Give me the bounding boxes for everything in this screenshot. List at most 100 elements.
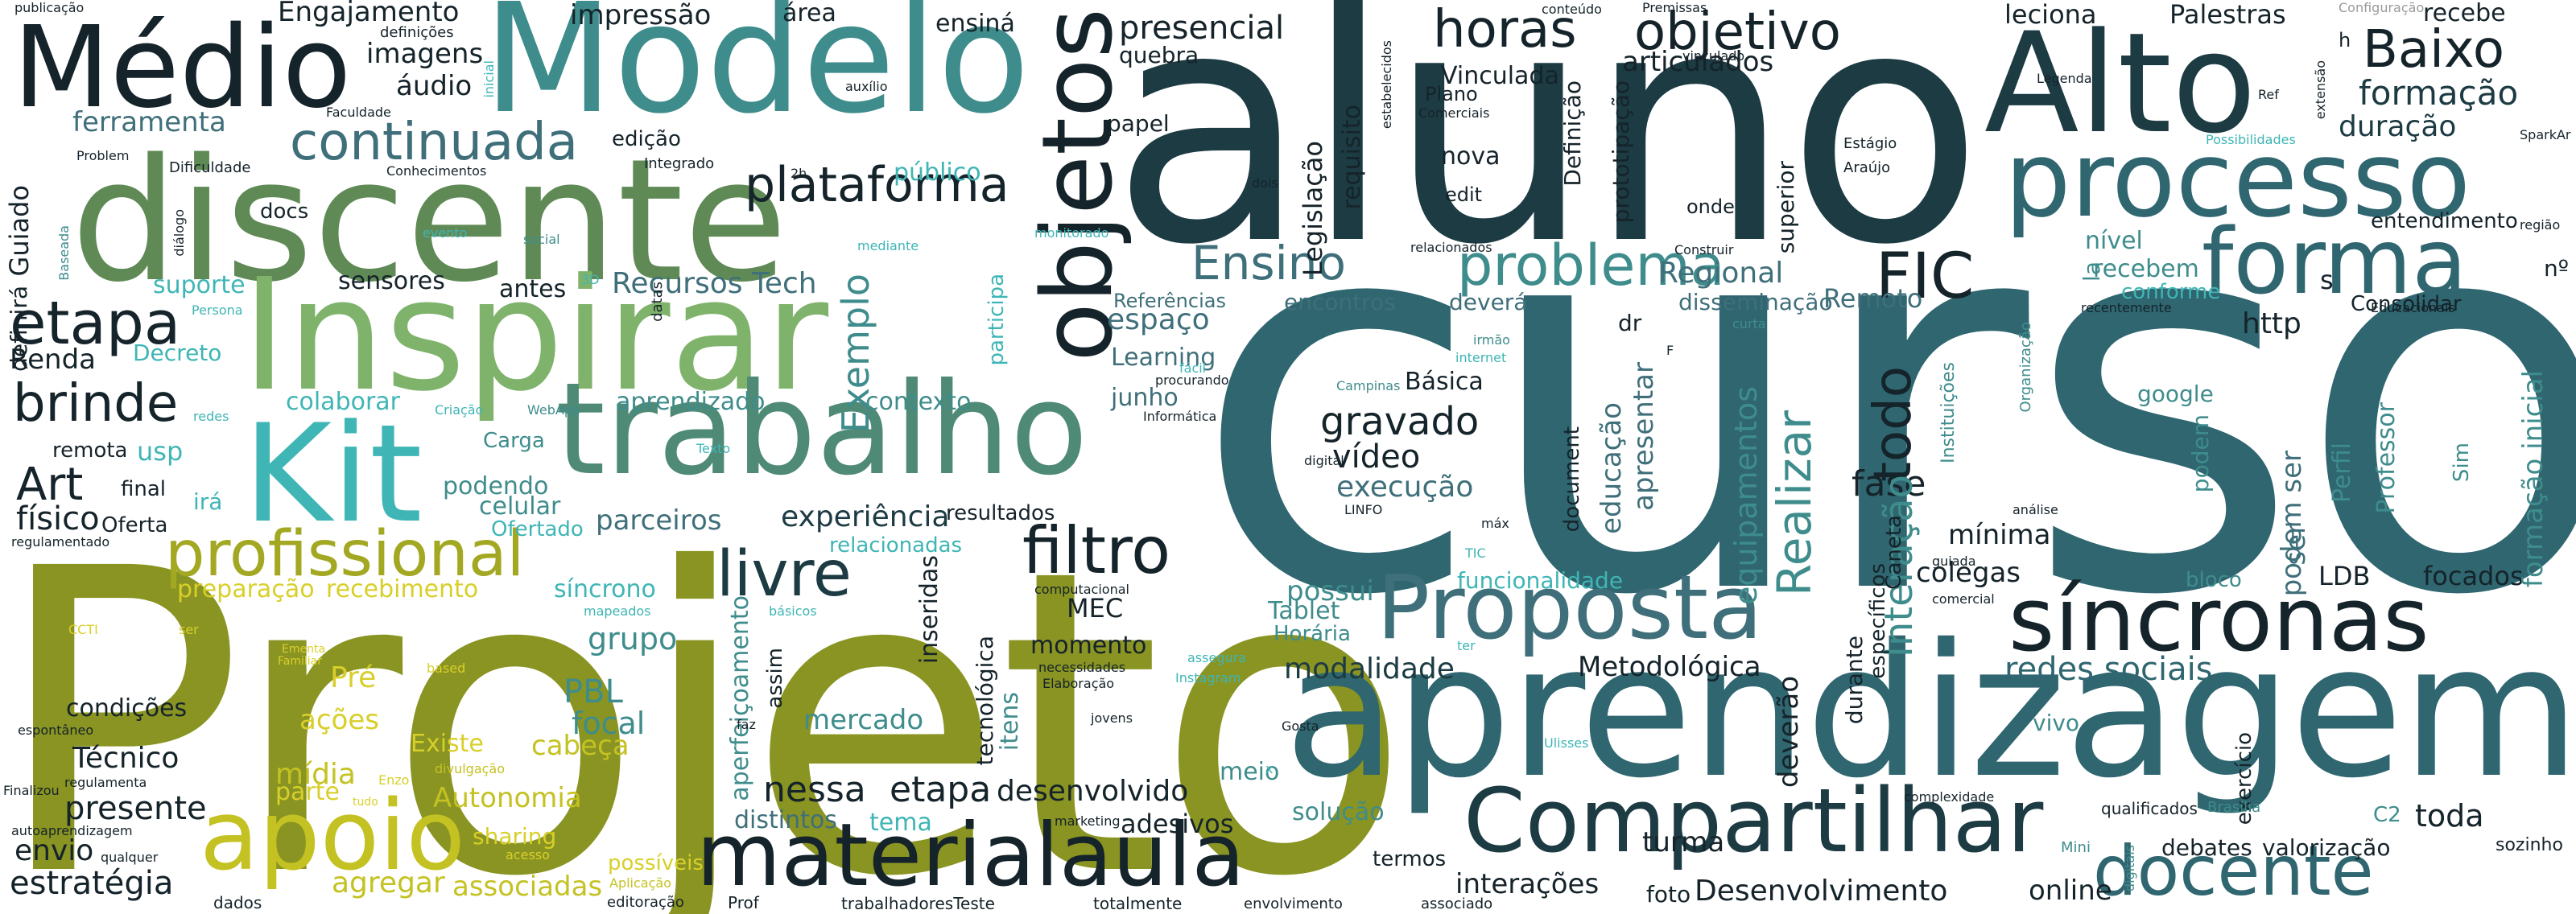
word-mercado: mercado <box>803 704 924 736</box>
word-linfo: LINFO <box>1344 502 1383 517</box>
word-edicao: edição <box>612 127 681 151</box>
word-ementa: Ementa <box>282 643 326 656</box>
word-filtro: filtro <box>1022 513 1171 588</box>
word-tablet: Tablet <box>1268 597 1340 625</box>
word-sincronas: síncronas <box>2008 568 2429 671</box>
word-podem-ser: podem ser <box>2276 451 2308 597</box>
word-estrategia: estratégia <box>10 865 174 902</box>
word-document: document <box>1560 426 1584 533</box>
word-webapp: WebApp <box>527 402 581 418</box>
word-usp: usp <box>137 436 184 467</box>
word-recebem: recebem <box>2093 255 2199 283</box>
word-extensao: extensão <box>2313 60 2328 120</box>
word-vinculado: vinculado <box>1682 48 1745 64</box>
word-aprendizado: aprendizado <box>616 388 766 416</box>
word-continuada: continuada <box>290 113 578 172</box>
word-acesso: acesso <box>506 847 550 863</box>
word-jovens: jovens <box>1091 710 1133 726</box>
word-digital: digital <box>1304 453 1344 468</box>
word-guiado: Guiado <box>4 185 35 277</box>
word-based: based <box>427 661 466 676</box>
word-espontaneo: espontâneo <box>18 723 94 738</box>
word-apoio: apoio <box>200 780 465 892</box>
word-cabeca: cabeça <box>531 730 630 762</box>
word-legislacao: Legislação <box>1298 141 1328 277</box>
word-evento: evento <box>423 225 468 241</box>
word-finalizou: Finalizou <box>3 783 60 798</box>
word-divulgacao: divulgação <box>435 761 506 776</box>
word-qualificados: qualificados <box>2101 799 2198 818</box>
word-palestras: Palestras <box>2169 0 2286 30</box>
word-dificuldade: Dificuldade <box>169 159 251 176</box>
word-grupo: grupo <box>588 621 678 657</box>
word-totalmente: totalmente <box>1093 894 1183 913</box>
word-remota: remota <box>52 438 128 463</box>
word-elaboracao: Elaboração <box>1042 676 1115 691</box>
word-carga: Carga <box>483 429 545 453</box>
word-associadas: associadas <box>452 871 603 903</box>
word-disseminacao: disseminação <box>1678 289 1833 315</box>
word-itens: itens <box>996 692 1024 751</box>
word-gosta: Gosta <box>1282 718 1319 734</box>
word-renda: Renda <box>10 344 96 376</box>
word-condicoes: condições <box>66 694 188 723</box>
word-metodologica: Metodológica <box>1578 651 1761 683</box>
word-ferramenta: ferramenta <box>72 106 226 138</box>
word-parceiros: parceiros <box>596 504 722 537</box>
word-campinas: Campinas <box>1336 378 1401 393</box>
word-familiar: Familiar <box>278 655 322 668</box>
word-integrado: Integrado <box>644 155 715 172</box>
word-sim: Sim <box>2450 443 2474 483</box>
word-funcionalidade: funcionalidade <box>1457 567 1624 594</box>
word-formacao: formação <box>2359 73 2519 113</box>
word-pbl: PBL <box>564 673 623 710</box>
word-legenda: Legenda <box>2037 71 2092 86</box>
word-criacao: Criação <box>435 402 484 418</box>
word-valorizacao: valorização <box>2262 834 2391 861</box>
word-aluno: aluno <box>1111 0 1984 315</box>
word-pre: Pré <box>330 661 377 694</box>
word-execucao: execução <box>1336 471 1474 504</box>
word-definicoes: definições <box>380 24 454 41</box>
word-distintos: distintos <box>734 806 837 834</box>
word-trabalho: trabalho <box>555 356 1088 504</box>
word-fisico: físico <box>16 500 100 537</box>
word-relacionadas: relacionadas <box>829 533 963 558</box>
word-desenvolvimento: Desenvolvimento <box>1695 875 1948 908</box>
word-preparacao: preparação <box>177 575 315 603</box>
word-minima: mínima <box>1948 519 2051 551</box>
word-educacionais: Educacionais <box>2371 300 2455 315</box>
word-editoracao: editoração <box>607 894 684 911</box>
word-curta: curta <box>1732 316 1766 331</box>
word-enzo: Enzo <box>378 772 410 788</box>
word-audio: áudio <box>396 70 473 102</box>
word-resultados: resultados <box>946 501 1055 525</box>
word-superior: superior <box>1773 161 1799 254</box>
word-equipamentos: equipamentos <box>1728 386 1764 605</box>
word-assegura: assegura <box>1187 650 1246 665</box>
word-inicial: inicial <box>481 60 497 98</box>
word-docs: docs <box>260 200 309 224</box>
word-turma: turma <box>1642 826 1725 858</box>
word-possibilidades: Possibilidades <box>2206 132 2296 147</box>
word-comerciais: Comerciais <box>1418 105 1490 121</box>
word-estagio: Estágio <box>1843 135 1897 152</box>
word-associado: associado <box>1421 895 1493 912</box>
word-n: nº <box>2544 255 2569 282</box>
word-formacao-inicial: formação inicial <box>2517 370 2549 588</box>
word-requisito: requisito <box>1338 105 1366 210</box>
word-conhecimentos: Conhecimentos <box>386 163 487 179</box>
word-brinde: brinde <box>13 374 179 434</box>
word-mediante: mediante <box>857 238 919 253</box>
word-deverao: deverão <box>1773 676 1805 788</box>
word-acoes: ações <box>299 704 379 736</box>
word-ulisses: Ulisses <box>1544 735 1589 751</box>
word-datas: datas <box>649 282 666 322</box>
word-livre: livre <box>716 538 852 611</box>
word-junho: junho <box>1111 384 1179 412</box>
word-regulamenta: regulamenta <box>64 775 147 790</box>
word-alto: Alto <box>1984 2 2257 164</box>
word-dados: dados <box>213 893 262 912</box>
word-informatica: Informática <box>1143 409 1217 424</box>
word-qualquer: qualquer <box>101 850 159 865</box>
